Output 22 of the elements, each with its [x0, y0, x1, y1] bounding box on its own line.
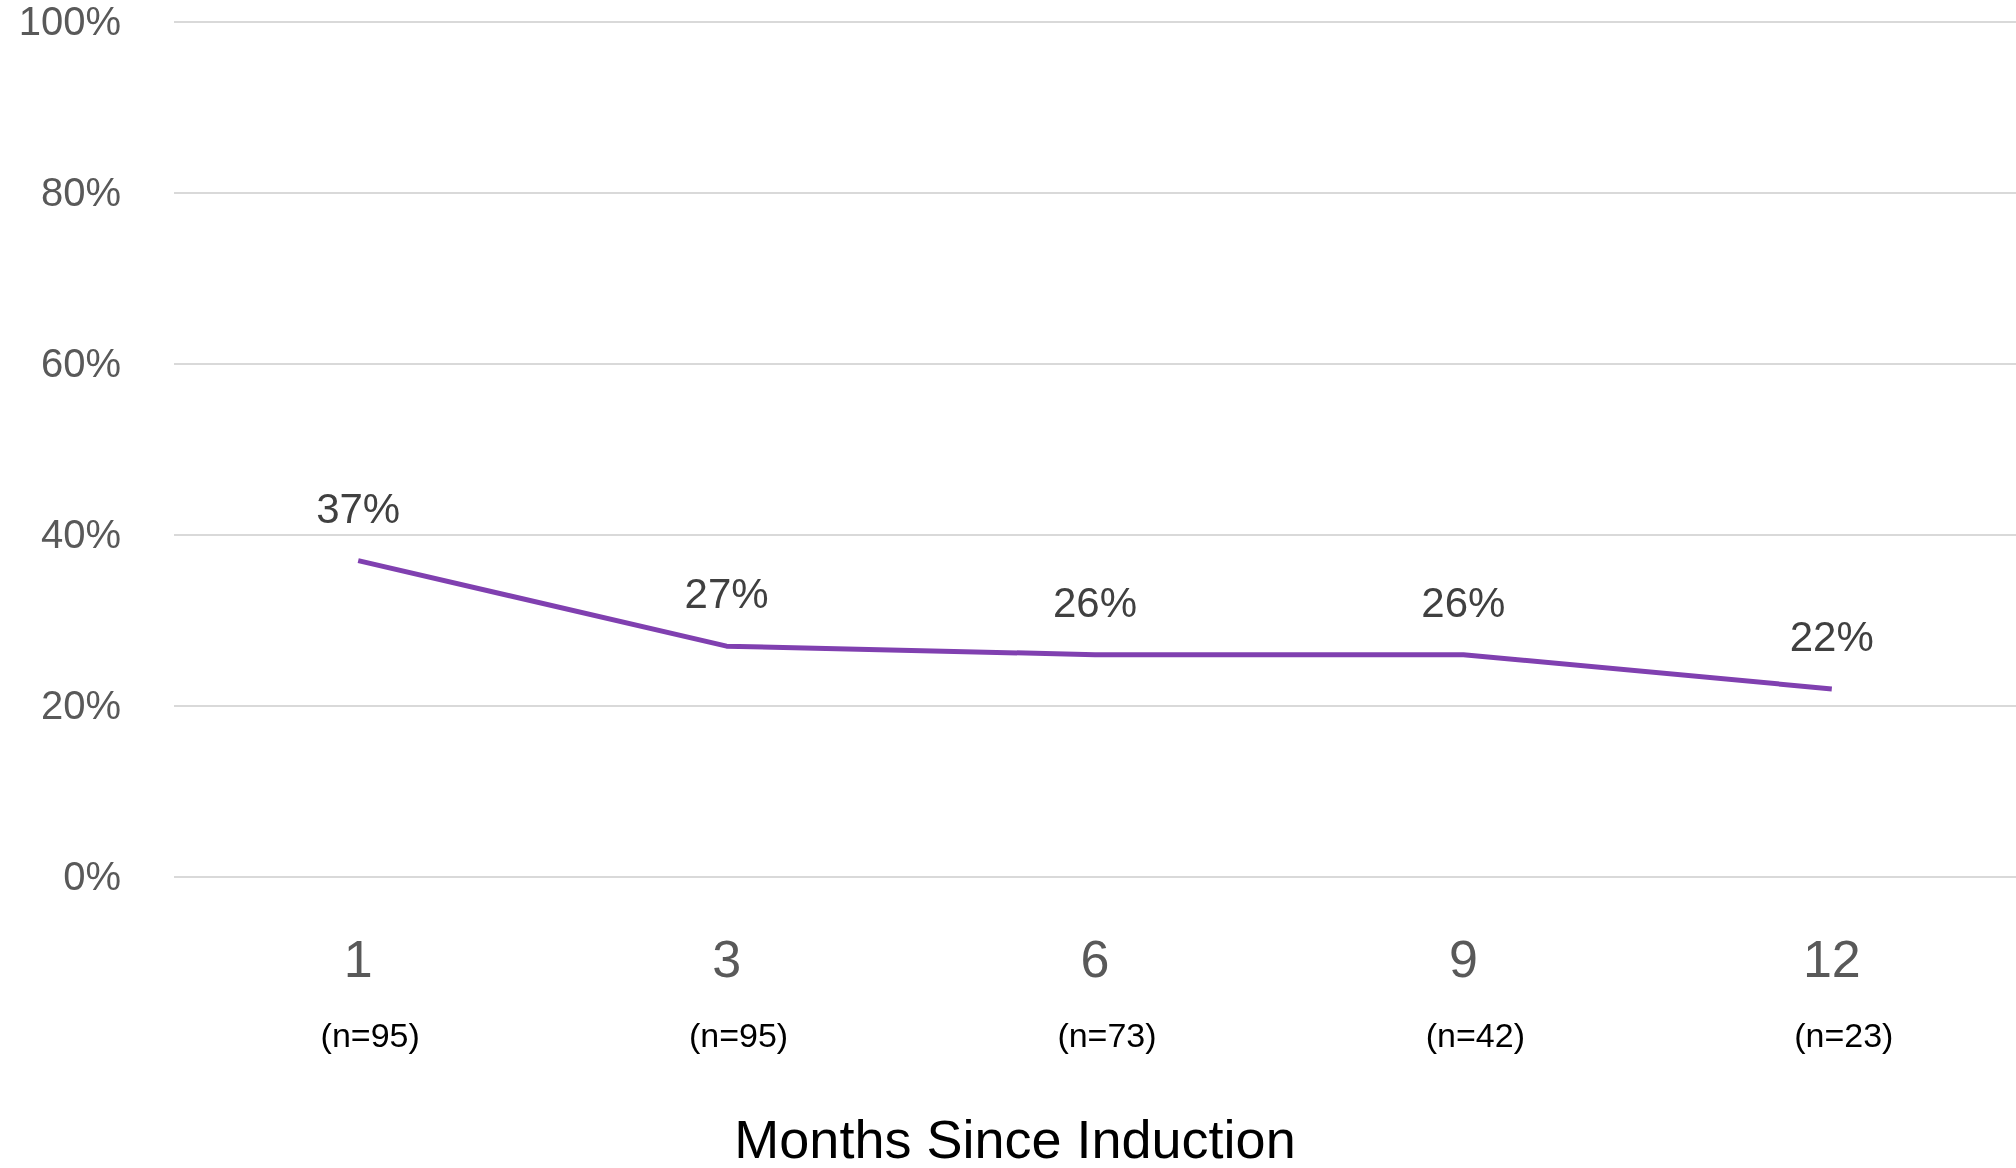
x-axis-title: Months Since Induction	[734, 1109, 1296, 1168]
text: 22%	[1789, 612, 1874, 660]
y-tick-label: 20%	[40, 683, 121, 728]
text: (n=95)	[320, 1016, 420, 1054]
x-tick-label: 6	[1080, 929, 1110, 988]
y-tick-label: 80%	[40, 170, 121, 215]
text: 27%	[684, 570, 769, 618]
y-tick-label: 40%	[40, 512, 121, 557]
y-tick-label: 0%	[63, 854, 121, 899]
text: (n=23)	[1794, 1016, 1894, 1054]
text: 37%	[316, 484, 401, 532]
text: (n=73)	[1057, 1016, 1157, 1054]
text: 26%	[1421, 578, 1506, 626]
x-tick-label: 1	[343, 929, 373, 988]
x-tick-label: 12	[1802, 929, 1861, 988]
x-tick-label: 9	[1448, 929, 1478, 988]
y-tick-label: 60%	[40, 341, 121, 386]
text: (n=42)	[1425, 1016, 1526, 1054]
text: 26%	[1052, 578, 1138, 626]
y-tick-label: 100%	[18, 0, 121, 44]
x-tick-label: 3	[712, 929, 742, 988]
text: (n=95)	[688, 1016, 789, 1054]
